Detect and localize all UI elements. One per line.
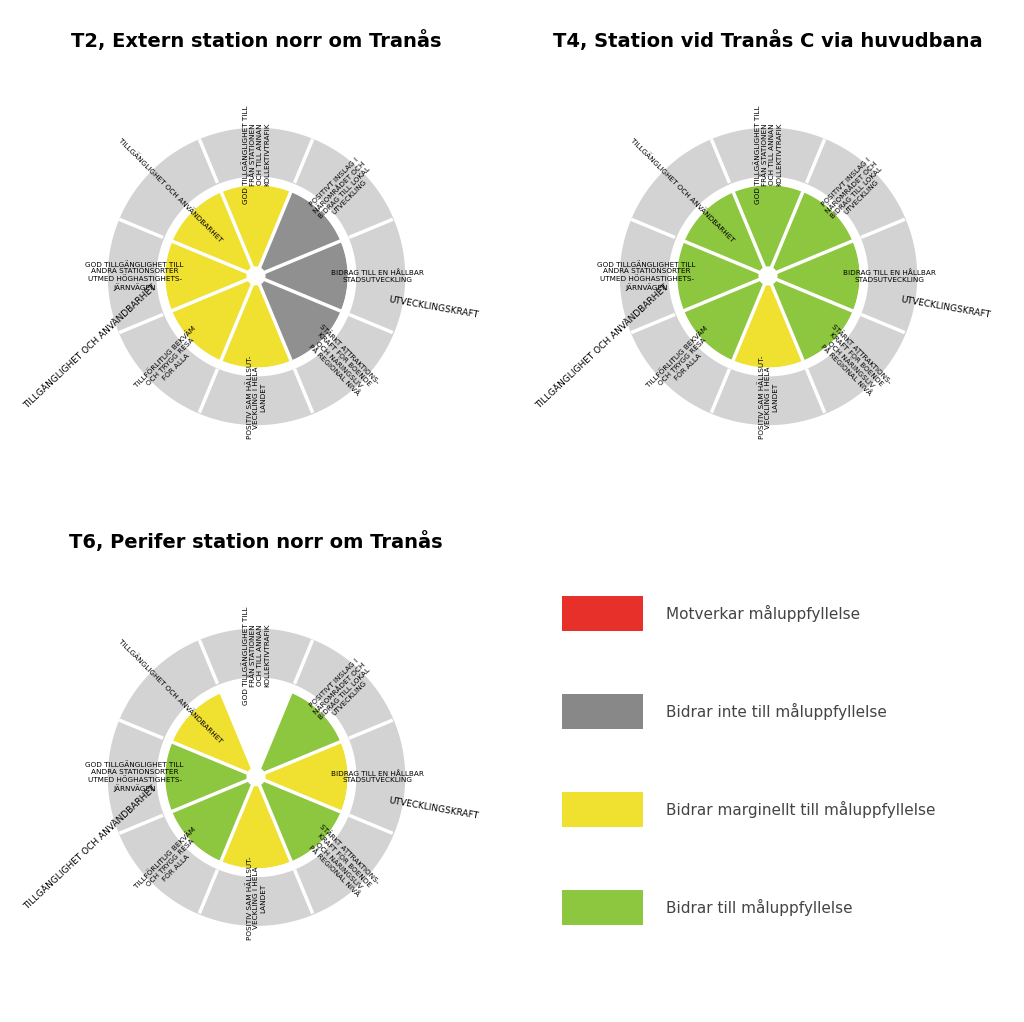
Polygon shape [771, 279, 853, 361]
Text: T2, Extern station norr om Tranås: T2, Extern station norr om Tranås [71, 30, 441, 51]
Polygon shape [259, 191, 341, 273]
Text: POSITIVT INSLAG I
NÄROMRÅDET OCH
BIDRAG TILL LOKAL
UTVECKLING: POSITIVT INSLAG I NÄROMRÅDET OCH BIDRAG … [819, 155, 889, 225]
FancyBboxPatch shape [562, 694, 643, 729]
Text: GOD TILLGÄNGLIGHET TILL
FRÅN STATIONEN
OCH TILL ANNAN
KOLLEKTIVTRAFIK: GOD TILLGÄNGLIGHET TILL FRÅN STATIONEN O… [754, 105, 782, 203]
Text: Motverkar måluppfyllelse: Motverkar måluppfyllelse [666, 605, 860, 621]
Polygon shape [259, 279, 341, 361]
Text: TILLGÄNGLIGHET OCH ANVÄNDBARHET: TILLGÄNGLIGHET OCH ANVÄNDBARHET [534, 283, 670, 410]
Text: STÄRKT ATTRAKTIONS-
KRAFT FÖR BOENDE
OCH NÄRINGSLIV
PÅ REGIONAL NIVÅ: STÄRKT ATTRAKTIONS- KRAFT FÖR BOENDE OCH… [814, 322, 893, 401]
Text: BIDRAG TILL EN HÅLLBAR
STADSUTVECKLING: BIDRAG TILL EN HÅLLBAR STADSUTVECKLING [843, 269, 936, 283]
Text: GOD TILLGÄNGLIGHET TILL
FRÅN STATIONEN
OCH TILL ANNAN
KOLLEKTIVTRAFIK: GOD TILLGÄNGLIGHET TILL FRÅN STATIONEN O… [242, 606, 270, 704]
Text: UTVECKLINGSKRAFT: UTVECKLINGSKRAFT [388, 295, 479, 320]
Text: BIDRAG TILL EN HÅLLBAR
STADSUTVECKLING: BIDRAG TILL EN HÅLLBAR STADSUTVECKLING [331, 770, 424, 784]
Polygon shape [759, 267, 777, 285]
Text: TILLGÄNGLIGHET OCH ANVÄNDBARHET: TILLGÄNGLIGHET OCH ANVÄNDBARHET [22, 784, 158, 911]
Text: POSITIV SAM HÄLLSUT-
VECKLING I HELA
LANDET: POSITIV SAM HÄLLSUT- VECKLING I HELA LAN… [246, 856, 266, 940]
Text: POSITIV SAM HÄLLSUT-
VECKLING I HELA
LANDET: POSITIV SAM HÄLLSUT- VECKLING I HELA LAN… [758, 356, 778, 439]
Text: GOD TILLGÄNGLIGHET TILL
ANDRA STATIONSORTER
UTMED HÖGHASTIGHETS-
JÄRNVÄGEN: GOD TILLGÄNGLIGHET TILL ANDRA STATIONSOR… [597, 261, 696, 291]
Polygon shape [171, 279, 253, 361]
Polygon shape [264, 742, 348, 811]
Polygon shape [683, 191, 765, 273]
Text: STÄRKT ATTRAKTIONS-
KRAFT FÖR BOENDE
OCH NÄRINGSLIV
PÅ REGIONAL NIVÅ: STÄRKT ATTRAKTIONS- KRAFT FÖR BOENDE OCH… [302, 322, 381, 401]
Polygon shape [733, 284, 803, 368]
Text: POSITIVT INSLAG I
NÄROMRÅDET OCH
BIDRAG TILL LOKAL
UTVECKLING: POSITIVT INSLAG I NÄROMRÅDET OCH BIDRAG … [307, 656, 377, 726]
Polygon shape [247, 267, 265, 285]
Text: TILLFÖRLITLIG BEKVÄM
OCH TRYGG RESA
FÖR ALLA: TILLFÖRLITLIG BEKVÄM OCH TRYGG RESA FÖR … [645, 325, 720, 399]
Polygon shape [221, 785, 291, 869]
Text: T6, Perifer station norr om Tranås: T6, Perifer station norr om Tranås [70, 530, 442, 552]
Polygon shape [259, 780, 341, 862]
Text: TILLGÄNGLIGHET OCH ANVÄNDBARHET: TILLGÄNGLIGHET OCH ANVÄNDBARHET [117, 137, 223, 243]
Text: BIDRAG TILL EN HÅLLBAR
STADSUTVECKLING: BIDRAG TILL EN HÅLLBAR STADSUTVECKLING [331, 269, 424, 283]
FancyBboxPatch shape [562, 596, 643, 631]
Polygon shape [171, 191, 253, 273]
Text: TILLGÄNGLIGHET OCH ANVÄNDBARHET: TILLGÄNGLIGHET OCH ANVÄNDBARHET [629, 137, 735, 243]
Text: POSITIVT INSLAG I
NÄROMRÅDET OCH
BIDRAG TILL LOKAL
UTVECKLING: POSITIVT INSLAG I NÄROMRÅDET OCH BIDRAG … [307, 155, 377, 225]
Text: T4, Station vid Tranås C via huvudbana: T4, Station vid Tranås C via huvudbana [553, 30, 983, 51]
Text: GOD TILLGÄNGLIGHET TILL
FRÅN STATIONEN
OCH TILL ANNAN
KOLLEKTIVTRAFIK: GOD TILLGÄNGLIGHET TILL FRÅN STATIONEN O… [242, 105, 270, 203]
Text: Bidrar marginellt till måluppfyllelse: Bidrar marginellt till måluppfyllelse [666, 801, 935, 818]
Polygon shape [247, 768, 265, 786]
Text: Bidrar inte till måluppfyllelse: Bidrar inte till måluppfyllelse [666, 703, 887, 719]
Text: Bidrar till måluppfyllelse: Bidrar till måluppfyllelse [666, 899, 852, 916]
Polygon shape [171, 692, 253, 774]
Polygon shape [164, 241, 248, 311]
Text: TILLGÄNGLIGHET OCH ANVÄNDBARHET: TILLGÄNGLIGHET OCH ANVÄNDBARHET [117, 638, 223, 744]
Text: GOD TILLGÄNGLIGHET TILL
ANDRA STATIONSORTER
UTMED HÖGHASTIGHETS-
JÄRNVÄGEN: GOD TILLGÄNGLIGHET TILL ANDRA STATIONSOR… [85, 761, 184, 792]
Polygon shape [771, 191, 853, 273]
Text: TILLFÖRLITLIG BEKVÄM
OCH TRYGG RESA
FÖR ALLA: TILLFÖRLITLIG BEKVÄM OCH TRYGG RESA FÖR … [133, 325, 208, 399]
Text: TILLGÄNGLIGHET OCH ANVÄNDBARHET: TILLGÄNGLIGHET OCH ANVÄNDBARHET [22, 283, 158, 410]
Polygon shape [264, 241, 348, 311]
Text: GOD TILLGÄNGLIGHET TILL
ANDRA STATIONSORTER
UTMED HÖGHASTIGHETS-
JÄRNVÄGEN: GOD TILLGÄNGLIGHET TILL ANDRA STATIONSOR… [85, 261, 184, 291]
Polygon shape [221, 184, 291, 268]
Polygon shape [683, 279, 765, 361]
Polygon shape [676, 241, 760, 311]
Polygon shape [776, 241, 860, 311]
Text: UTVECKLINGSKRAFT: UTVECKLINGSKRAFT [388, 796, 479, 821]
Polygon shape [733, 184, 803, 268]
FancyBboxPatch shape [562, 792, 643, 827]
Polygon shape [171, 780, 253, 862]
Text: POSITIV SAM HÄLLSUT-
VECKLING I HELA
LANDET: POSITIV SAM HÄLLSUT- VECKLING I HELA LAN… [246, 356, 266, 439]
Text: STÄRKT ATTRAKTIONS-
KRAFT FÖR BOENDE
OCH NÄRINGSLIV
PÅ REGIONAL NIVÅ: STÄRKT ATTRAKTIONS- KRAFT FÖR BOENDE OCH… [302, 823, 381, 901]
Text: TILLFÖRLITLIG BEKVÄM
OCH TRYGG RESA
FÖR ALLA: TILLFÖRLITLIG BEKVÄM OCH TRYGG RESA FÖR … [133, 826, 208, 899]
Text: UTVECKLINGSKRAFT: UTVECKLINGSKRAFT [900, 295, 991, 320]
FancyBboxPatch shape [562, 890, 643, 925]
Polygon shape [221, 284, 291, 368]
Polygon shape [164, 742, 248, 811]
Polygon shape [259, 692, 341, 774]
